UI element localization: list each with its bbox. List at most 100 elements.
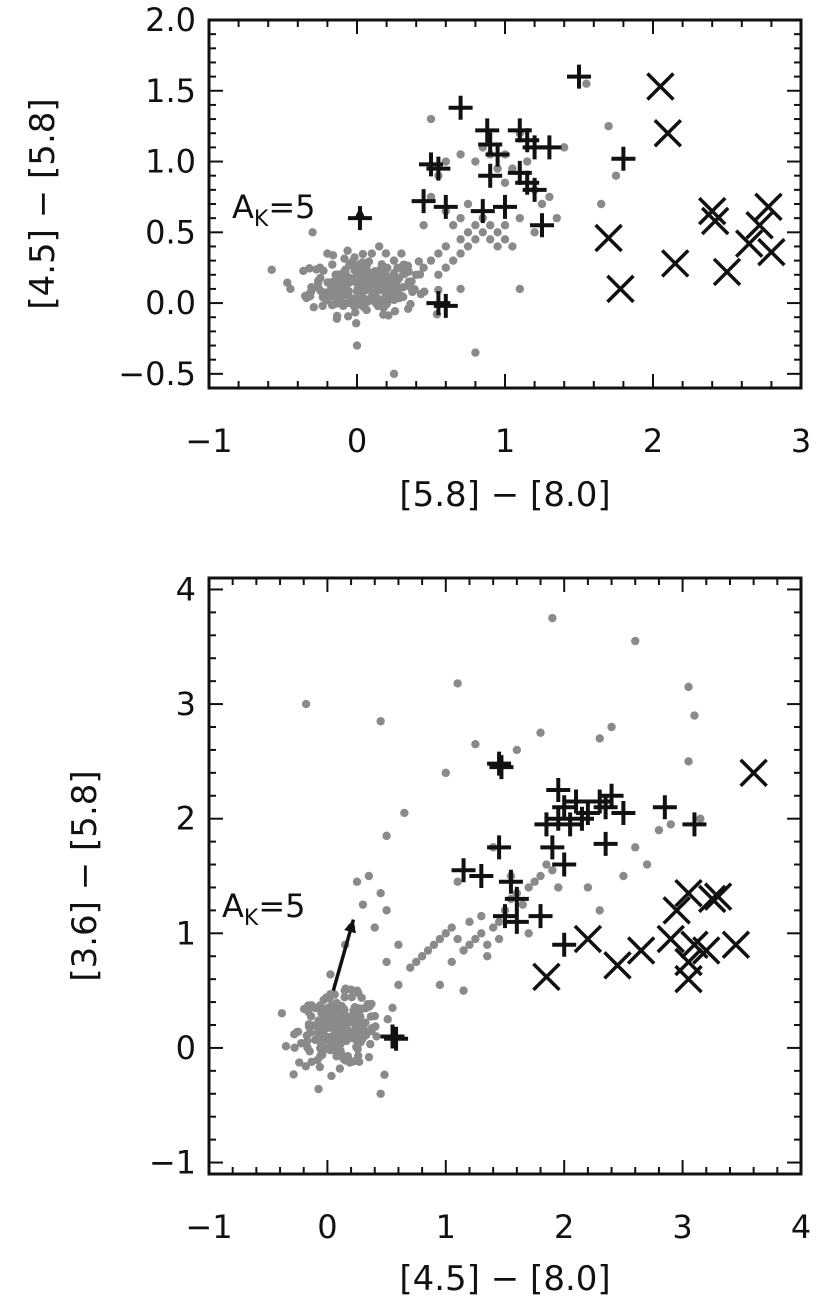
top-plus-point xyxy=(567,64,591,89)
bottom-dot-point xyxy=(382,957,391,967)
bottom-dot-point xyxy=(327,1071,336,1081)
top-dot-point xyxy=(493,164,502,173)
bottom-dot-point xyxy=(315,1062,325,1072)
top-dot-point xyxy=(441,263,450,272)
top-cross-point xyxy=(646,72,675,101)
bottom-dot-point xyxy=(471,934,480,944)
top-dot-point xyxy=(408,287,417,297)
top-dot-point xyxy=(336,295,346,304)
top-dot-point xyxy=(404,267,413,276)
bottom-dot-point xyxy=(483,940,492,949)
bottom-dot-point xyxy=(524,929,533,938)
bottom-dot-point xyxy=(366,1012,376,1021)
top-x-tick-label: 3 xyxy=(791,422,811,460)
bottom-dot-point xyxy=(372,1032,381,1041)
top-extinction-label: AK=5 xyxy=(232,188,316,232)
bottom-dot-point xyxy=(343,1056,352,1065)
bottom-reddening-vector xyxy=(331,919,356,992)
top-cross-point xyxy=(745,210,774,240)
top-dot-point xyxy=(354,294,364,303)
top-dot-point xyxy=(301,291,310,301)
bottom-dot-point xyxy=(654,825,664,835)
top-plus-point xyxy=(478,163,503,188)
top-dot-point xyxy=(456,213,465,223)
bottom-dot-point xyxy=(684,757,693,766)
top-dot-point xyxy=(337,281,346,291)
bottom-dot-point xyxy=(322,1032,332,1042)
top-dot-point xyxy=(343,312,353,321)
top-plus-point xyxy=(433,293,458,318)
top-dot-point xyxy=(463,199,473,209)
bottom-dot-point xyxy=(494,934,504,944)
bottom-dot-point xyxy=(319,995,328,1005)
top-dot-point xyxy=(362,268,371,278)
top-dot-point xyxy=(315,263,325,272)
bottom-dot-point xyxy=(383,1015,392,1024)
bottom-dot-point xyxy=(308,1021,317,1030)
top-dot-point xyxy=(493,242,502,251)
top-dot-point xyxy=(456,249,465,258)
top-dot-point xyxy=(299,266,308,276)
top-dot-point xyxy=(309,303,318,312)
bottom-cross-point xyxy=(662,896,691,925)
bottom-plus-point xyxy=(487,751,512,776)
bottom-dot-point xyxy=(583,883,593,892)
bottom-plus-point xyxy=(451,858,476,883)
top-dot-point xyxy=(537,199,547,209)
top-dot-point xyxy=(388,272,398,281)
bottom-dot-point xyxy=(465,917,474,927)
bottom-dot-point xyxy=(429,940,439,949)
bottom-dot-point xyxy=(477,911,486,921)
bottom-dot-point xyxy=(303,1043,312,1052)
bottom-y-tick-label: 2 xyxy=(176,800,196,838)
top-dot-point xyxy=(515,284,524,294)
bottom-plot-points xyxy=(277,613,768,1098)
top-x-tick-label: 1 xyxy=(495,422,515,460)
top-plus-point xyxy=(530,213,554,238)
bottom-dot-point xyxy=(394,940,403,949)
bottom-dot-point xyxy=(342,1036,351,1046)
top-dot-point xyxy=(471,348,480,357)
bottom-dot-point xyxy=(406,963,415,972)
top-dot-point xyxy=(324,278,333,287)
top-y-tick-label: 1.0 xyxy=(145,143,196,181)
bottom-dot-point xyxy=(326,990,335,999)
bottom-dot-point xyxy=(317,1016,326,1026)
top-dot-point xyxy=(308,228,317,237)
top-dot-point xyxy=(390,307,400,316)
bottom-dot-point xyxy=(441,768,450,778)
bottom-x-tick-label: 0 xyxy=(317,1208,337,1246)
bottom-plus-point xyxy=(534,812,559,837)
top-dot-point xyxy=(362,305,371,315)
bottom-dot-point xyxy=(542,860,551,869)
bottom-dot-point xyxy=(394,980,403,990)
top-plus-point xyxy=(493,194,517,219)
top-axis-ticks: −1 0 1 2 3 −0.5 0.0 0.5 1.0 1.5 2.0 xyxy=(118,1,811,460)
bottom-extinction-label: AK=5 xyxy=(222,887,306,931)
bottom-dot-point xyxy=(361,1003,371,1013)
bottom-vector-head xyxy=(344,919,356,934)
top-dot-point xyxy=(351,308,360,317)
bottom-plus-point xyxy=(546,778,571,803)
top-dot-point xyxy=(307,287,316,296)
bottom-x-tick-label: −1 xyxy=(185,1208,232,1246)
top-dot-point xyxy=(349,301,359,311)
bottom-cross-point xyxy=(603,951,632,980)
top-dot-point xyxy=(500,178,510,187)
top-y-tick-label: −0.5 xyxy=(118,355,196,393)
top-dot-point xyxy=(381,249,391,258)
top-dot-point xyxy=(414,257,424,266)
top-dot-point xyxy=(456,235,465,244)
top-dot-point xyxy=(486,235,495,244)
top-dot-point xyxy=(471,221,480,230)
top-cross-point xyxy=(697,196,727,226)
bottom-plus-point xyxy=(380,1024,405,1049)
top-panel: −1 0 1 2 3 −0.5 0.0 0.5 1.0 1.5 2.0 AK=5 [5.8] − [… xyxy=(23,1,811,515)
bottom-dot-point xyxy=(459,946,468,955)
bottom-dot-point xyxy=(518,900,527,909)
top-dot-point xyxy=(375,266,384,275)
top-dot-point xyxy=(552,213,561,223)
bottom-dot-point xyxy=(607,722,616,732)
bottom-x-axis-title: [4.5] − [8.0] xyxy=(399,1259,610,1299)
bottom-dot-point xyxy=(340,992,349,1002)
